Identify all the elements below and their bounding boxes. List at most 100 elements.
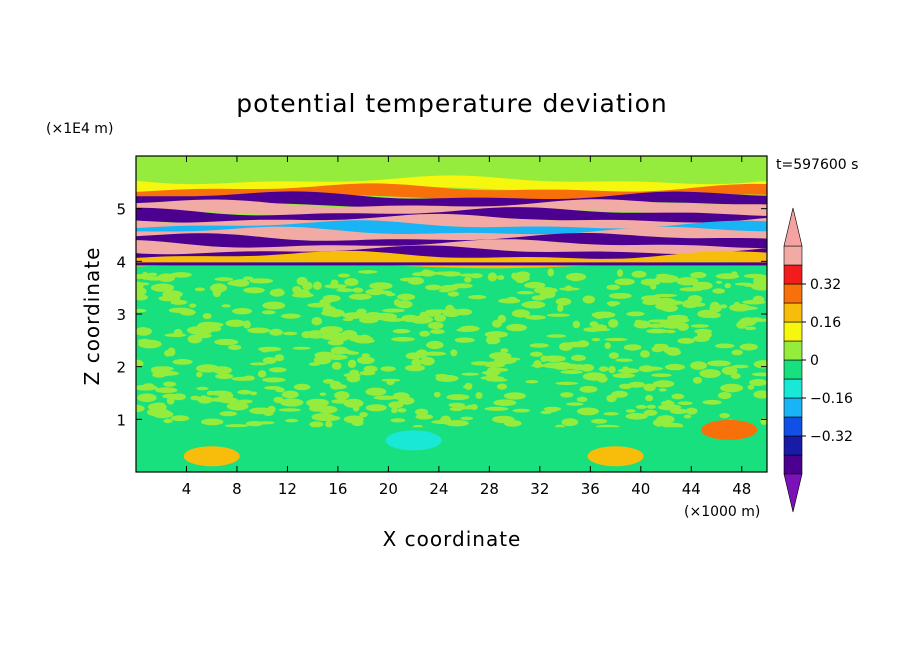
field-cell xyxy=(392,329,411,334)
field-cell xyxy=(342,318,354,322)
field-cell xyxy=(249,362,268,366)
field-cell xyxy=(487,272,498,282)
y-tick-label: 1 xyxy=(116,411,126,429)
field-cell xyxy=(642,299,659,306)
field-cell xyxy=(412,272,425,277)
field-cell xyxy=(733,301,741,309)
field-cell xyxy=(715,273,740,280)
colorbar-label: −0.32 xyxy=(810,429,853,445)
field-cell xyxy=(653,293,678,298)
field-cell xyxy=(614,278,635,286)
field-cell xyxy=(503,392,526,400)
colorbar-label: 0 xyxy=(810,353,819,369)
field-cell xyxy=(677,401,693,406)
field-cell xyxy=(555,297,572,306)
field-cell xyxy=(513,273,530,283)
field-cell xyxy=(189,303,197,308)
field-cell xyxy=(461,372,480,376)
colorbar-swatch xyxy=(783,435,803,456)
field-cell xyxy=(497,275,505,280)
field-cell xyxy=(415,408,429,416)
field-cell xyxy=(525,380,539,384)
field-cell xyxy=(719,304,728,309)
field-cell xyxy=(319,392,327,396)
field-cell xyxy=(565,272,587,281)
field-cell xyxy=(692,301,699,307)
field-cell xyxy=(749,317,763,322)
field-cell xyxy=(194,287,205,292)
field-cell xyxy=(640,278,661,286)
field-cell xyxy=(542,355,566,363)
field-cell xyxy=(243,287,265,294)
field-cell xyxy=(170,299,188,305)
field-cell xyxy=(529,343,549,348)
field-cell xyxy=(273,396,284,404)
field-stripe xyxy=(136,233,767,251)
field-cell xyxy=(199,395,208,402)
field-cell xyxy=(326,309,345,318)
field-cell xyxy=(559,287,580,291)
field-cell xyxy=(606,284,620,290)
field-cell xyxy=(690,361,707,370)
field-cell xyxy=(226,402,249,411)
field-cell xyxy=(506,323,527,332)
field-cell xyxy=(521,302,537,308)
field-cell xyxy=(243,276,254,281)
field-cell xyxy=(221,304,231,308)
field-cell xyxy=(690,271,707,279)
field-cell xyxy=(363,365,378,373)
field-cell xyxy=(349,369,360,376)
x-tick-label: 36 xyxy=(581,480,600,498)
field-cell xyxy=(643,409,658,416)
field-cell xyxy=(415,349,429,359)
colorbar-upper-arrow xyxy=(783,207,803,247)
field-cell xyxy=(670,408,689,414)
field-cell xyxy=(292,346,311,350)
field-cell xyxy=(136,282,150,286)
field-cell xyxy=(650,284,657,290)
field-cell xyxy=(576,407,600,416)
field-cell xyxy=(560,370,583,374)
field-cell xyxy=(170,272,192,278)
field-cell xyxy=(364,312,383,319)
field-cell xyxy=(712,288,725,294)
field-cell xyxy=(196,371,203,378)
x-tick-label: 48 xyxy=(732,480,751,498)
field-cell xyxy=(721,366,738,375)
field-cell xyxy=(450,349,458,357)
field-cell xyxy=(369,282,393,290)
field-cell xyxy=(543,406,562,412)
field-cell xyxy=(170,415,190,422)
x-tick-label: 44 xyxy=(682,480,701,498)
field-cell xyxy=(313,355,332,365)
field-cell xyxy=(615,358,633,362)
field-cell xyxy=(617,368,640,374)
field-cell xyxy=(306,398,329,408)
field-cell xyxy=(346,351,360,355)
field-cell xyxy=(530,351,543,357)
field-cell xyxy=(330,381,342,390)
field-cell xyxy=(566,402,584,406)
field-cell xyxy=(308,362,320,366)
y-tick-label: 5 xyxy=(116,201,126,219)
colorbar-swatch xyxy=(783,359,803,380)
field-cell xyxy=(278,408,301,412)
field-anomaly xyxy=(701,419,758,440)
field-cell xyxy=(357,270,378,274)
field-cell xyxy=(285,418,299,423)
field-cell xyxy=(311,317,323,326)
field-cell xyxy=(507,296,517,301)
x-tick-label: 24 xyxy=(429,480,448,498)
field-cell xyxy=(665,329,676,334)
field-cell xyxy=(591,338,601,342)
field-cell xyxy=(500,348,509,353)
field-cell xyxy=(218,391,234,400)
field-cell xyxy=(167,347,176,357)
field-cell xyxy=(200,418,224,426)
field-cell xyxy=(224,424,249,428)
field-cell xyxy=(582,295,595,304)
field-cell xyxy=(653,419,666,427)
field-cell xyxy=(187,326,209,335)
field-cell xyxy=(419,330,430,337)
field-cell xyxy=(166,397,175,405)
